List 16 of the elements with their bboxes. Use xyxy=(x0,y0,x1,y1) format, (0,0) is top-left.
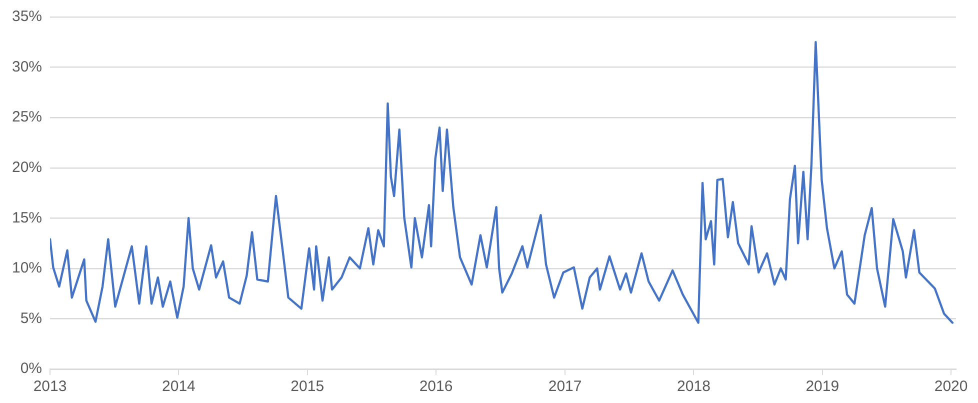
y-tick-label: 5% xyxy=(20,310,42,327)
x-tick-label: 2014 xyxy=(162,378,196,396)
y-tick-label: 0% xyxy=(20,360,42,378)
x-tick-label: 2016 xyxy=(419,378,453,396)
y-tick-label: 15% xyxy=(12,209,42,226)
x-tick-label: 2017 xyxy=(548,378,582,396)
y-tick-label: 10% xyxy=(12,260,42,277)
y-tick-label: 25% xyxy=(12,108,42,126)
y-tick-label: 35% xyxy=(12,8,42,26)
x-tick-label: 2013 xyxy=(33,378,67,396)
x-tick-label: 2020 xyxy=(934,378,968,396)
x-tick-label: 2015 xyxy=(290,378,324,396)
y-tick-label: 20% xyxy=(12,159,42,176)
y-tick-label: 30% xyxy=(12,58,42,76)
x-tick-label: 2019 xyxy=(806,378,840,396)
x-tick-label: 2018 xyxy=(677,378,710,396)
